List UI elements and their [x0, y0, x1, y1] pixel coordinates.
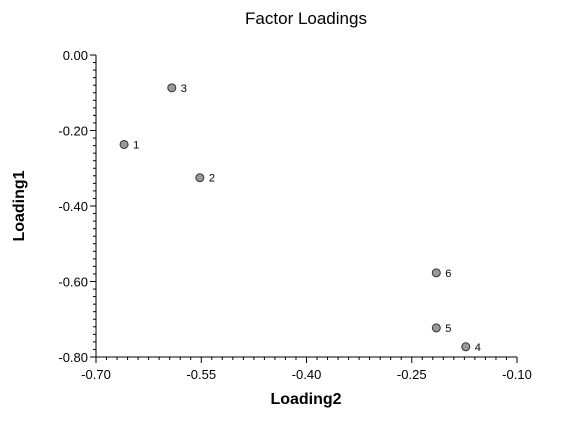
- x-tick-label: -0.40: [292, 367, 322, 382]
- chart-title: Factor Loadings: [245, 9, 367, 28]
- data-point-label: 6: [445, 268, 451, 280]
- y-axis-ticks: 0.00 -0.20 -0.40 -0.60 -0.80: [58, 48, 96, 365]
- x-tick-label: -0.70: [81, 367, 111, 382]
- y-axis-label: Loading1: [11, 170, 28, 241]
- data-point-6: [431, 268, 441, 278]
- data-point-3: [167, 83, 177, 93]
- y-tick-label: 0.00: [63, 48, 88, 63]
- data-point-2: [195, 173, 205, 183]
- y-tick-label: -0.80: [58, 350, 88, 365]
- x-tick-label: -0.10: [502, 367, 532, 382]
- plot-area: 0.00 -0.20 -0.40 -0.60 -0.80 -0.70 -0.55 -0.40…: [58, 48, 531, 382]
- data-point-label: 1: [133, 139, 139, 151]
- data-points: 1 2 3 4 5 6: [119, 83, 481, 354]
- data-point-4: [461, 342, 471, 352]
- data-point-label: 4: [475, 342, 481, 354]
- data-point-label: 2: [209, 173, 215, 185]
- x-axis-ticks: -0.70 -0.55 -0.40 -0.25 -0.10: [81, 357, 532, 382]
- y-tick-label: -0.20: [58, 124, 88, 139]
- data-point-label: 3: [181, 83, 187, 95]
- x-tick-label: -0.25: [397, 367, 427, 382]
- y-tick-label: -0.40: [58, 199, 88, 214]
- data-point-label: 5: [445, 323, 451, 335]
- x-tick-label: -0.55: [186, 367, 216, 382]
- data-point-1: [119, 139, 129, 149]
- data-point-5: [431, 323, 441, 333]
- x-axis-label: Loading2: [270, 391, 341, 408]
- y-tick-label: -0.60: [58, 275, 88, 290]
